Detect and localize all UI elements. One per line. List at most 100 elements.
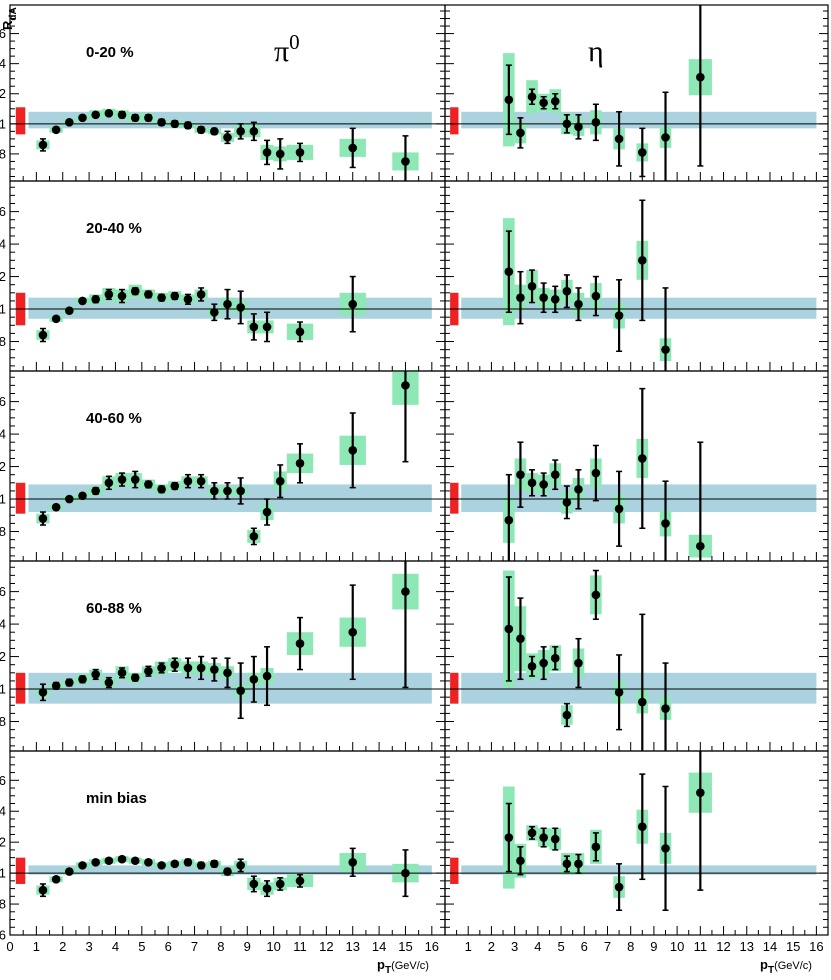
data-point <box>348 627 358 637</box>
x-tick-label: 9 <box>244 939 251 954</box>
data-point <box>539 480 548 489</box>
data-point <box>78 113 87 123</box>
y-tick-label: 1.2 <box>0 835 6 850</box>
data-point <box>65 867 74 876</box>
data-point <box>130 113 140 123</box>
data-point <box>550 470 560 479</box>
panel-plot-area <box>10 847 445 898</box>
data-point <box>157 118 166 127</box>
x-tick-label: 15 <box>786 939 800 954</box>
panel-0-1: η <box>444 4 829 182</box>
x-tick-label: 11 <box>694 939 708 954</box>
x-tick-label: 13 <box>740 939 754 954</box>
centrality-label: 0-20 % <box>86 44 134 61</box>
data-point <box>562 710 572 720</box>
data-point <box>236 303 245 312</box>
panel-frame <box>9 560 446 752</box>
data-point <box>249 127 259 136</box>
data-point <box>183 121 193 130</box>
data-point <box>104 108 114 118</box>
data-point <box>65 306 74 315</box>
data-point <box>183 857 193 867</box>
data-point <box>196 861 206 870</box>
y-tick-label: 0.8 <box>0 897 6 912</box>
data-point <box>78 674 87 684</box>
data-point <box>614 504 624 514</box>
data-point <box>236 127 245 136</box>
data-point <box>574 122 583 132</box>
data-point <box>696 788 705 797</box>
panel-plot-area <box>445 387 828 561</box>
data-point <box>210 127 219 136</box>
data-point <box>401 587 410 596</box>
data-point <box>144 480 153 489</box>
x-axis-title-left: pT(GeV/c) <box>377 957 429 976</box>
data-point <box>591 590 601 600</box>
data-point <box>516 293 525 302</box>
data-point <box>196 663 206 673</box>
y-tick-label: 1.4 <box>0 56 6 71</box>
data-point <box>130 286 140 296</box>
data-point <box>348 446 358 455</box>
y-tick-label: 1.4 <box>0 237 6 252</box>
panel-plot-area <box>10 107 445 181</box>
normalization-box <box>15 857 26 884</box>
x-tick-label: 7 <box>604 939 611 954</box>
panel-plot-area <box>445 569 828 751</box>
data-point <box>661 844 670 853</box>
data-point <box>275 879 285 889</box>
data-point <box>614 882 624 892</box>
data-point <box>38 514 48 523</box>
data-point <box>78 861 87 870</box>
data-point <box>38 140 48 150</box>
x-tick-label: 2 <box>59 939 66 954</box>
data-point <box>104 478 114 488</box>
x-tick-label: 3 <box>511 939 518 954</box>
panel-4-1: 1 2 3 4 5 6 7 8 9 10 11 12 13 14 15 16 <box>444 750 829 954</box>
normalization-box <box>450 482 459 514</box>
data-point <box>51 314 61 324</box>
y-tick-label: 1.4 <box>0 804 6 819</box>
data-point <box>638 822 647 832</box>
data-point <box>516 634 525 644</box>
data-point <box>144 113 153 123</box>
panel-plot-area <box>445 199 828 371</box>
data-point <box>51 125 61 135</box>
panel-4-0: 0.60.811.21.41.6012345678910111213141516… <box>0 750 446 954</box>
x-tick-label: 10 <box>266 939 280 954</box>
data-point <box>249 879 259 889</box>
data-point <box>91 110 100 120</box>
data-point <box>661 345 670 354</box>
data-point <box>210 859 219 869</box>
data-point <box>223 133 232 142</box>
data-point <box>614 311 624 320</box>
data-point <box>401 381 410 390</box>
data-point <box>144 857 153 867</box>
x-tick-label: 1 <box>465 939 472 954</box>
data-point <box>183 476 193 486</box>
y-tick-label: 1.4 <box>0 427 6 442</box>
x-tick-label: 16 <box>425 939 439 954</box>
data-point <box>574 299 583 309</box>
data-point <box>516 856 525 866</box>
data-point <box>51 681 61 691</box>
x-tick-label: 12 <box>319 939 333 954</box>
data-point <box>104 290 114 299</box>
x-axis-title-right: pT(GeV/c) <box>760 957 812 976</box>
data-point <box>170 291 180 301</box>
data-point <box>223 867 232 876</box>
x-tick-label: 13 <box>345 939 359 954</box>
data-point <box>157 861 166 870</box>
data-point <box>562 286 572 296</box>
centrality-label: 60-88 % <box>86 600 142 617</box>
data-point <box>295 639 305 648</box>
data-point <box>574 484 583 494</box>
normalization-box <box>450 107 459 135</box>
y-tick-label: 1.6 <box>0 394 6 409</box>
data-point <box>504 833 514 842</box>
data-point <box>157 293 166 302</box>
panel-frame <box>9 370 446 562</box>
y-tick-label: 0.8 <box>0 334 6 349</box>
normalization-box <box>15 672 26 704</box>
